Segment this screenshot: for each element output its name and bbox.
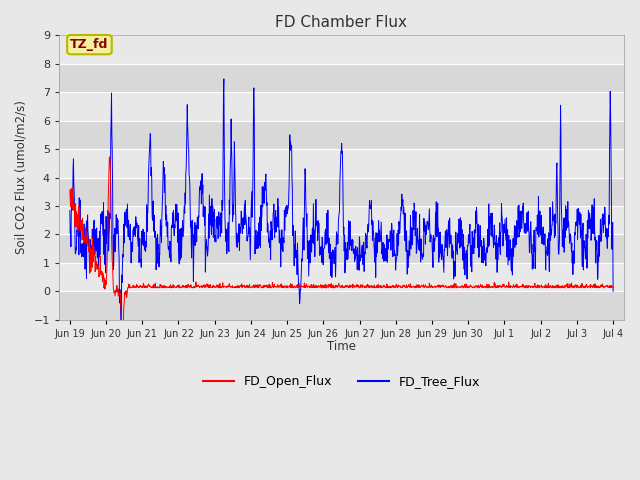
- Bar: [59, 206, 624, 234]
- X-axis label: Time: Time: [327, 340, 356, 353]
- FD_Open_Flux: [66, 187, 74, 193]
- FD_Open_Flux: [376, 283, 383, 289]
- FD_Open_Flux: [131, 284, 138, 290]
- FD_Tree_Flux: [220, 76, 228, 82]
- FD_Open_Flux: [118, 323, 125, 328]
- Bar: [59, 291, 624, 320]
- FD_Tree_Flux: [318, 235, 326, 240]
- Title: FD Chamber Flux: FD Chamber Flux: [275, 15, 408, 30]
- FD_Open_Flux: [318, 282, 326, 288]
- Bar: [59, 92, 624, 120]
- Bar: [59, 120, 624, 149]
- Bar: [59, 64, 624, 92]
- FD_Tree_Flux: [131, 231, 138, 237]
- FD_Open_Flux: [308, 284, 316, 289]
- Bar: [59, 149, 624, 178]
- Legend: FD_Open_Flux, FD_Tree_Flux: FD_Open_Flux, FD_Tree_Flux: [198, 370, 485, 393]
- Line: FD_Tree_Flux: FD_Tree_Flux: [70, 79, 613, 320]
- Bar: [59, 36, 624, 64]
- FD_Tree_Flux: [117, 317, 125, 323]
- FD_Open_Flux: [297, 284, 305, 290]
- Bar: [59, 263, 624, 291]
- FD_Tree_Flux: [297, 276, 305, 282]
- Bar: [59, 178, 624, 206]
- FD_Tree_Flux: [108, 131, 116, 137]
- Line: FD_Open_Flux: FD_Open_Flux: [70, 157, 613, 325]
- FD_Open_Flux: [106, 154, 113, 160]
- FD_Tree_Flux: [609, 288, 617, 294]
- FD_Tree_Flux: [376, 239, 383, 245]
- FD_Open_Flux: [609, 285, 617, 290]
- Y-axis label: Soil CO2 Flux (umol/m2/s): Soil CO2 Flux (umol/m2/s): [15, 101, 28, 254]
- FD_Open_Flux: [108, 258, 116, 264]
- Text: TZ_fd: TZ_fd: [70, 38, 109, 51]
- FD_Tree_Flux: [308, 226, 316, 231]
- FD_Tree_Flux: [66, 208, 74, 214]
- Bar: [59, 234, 624, 263]
